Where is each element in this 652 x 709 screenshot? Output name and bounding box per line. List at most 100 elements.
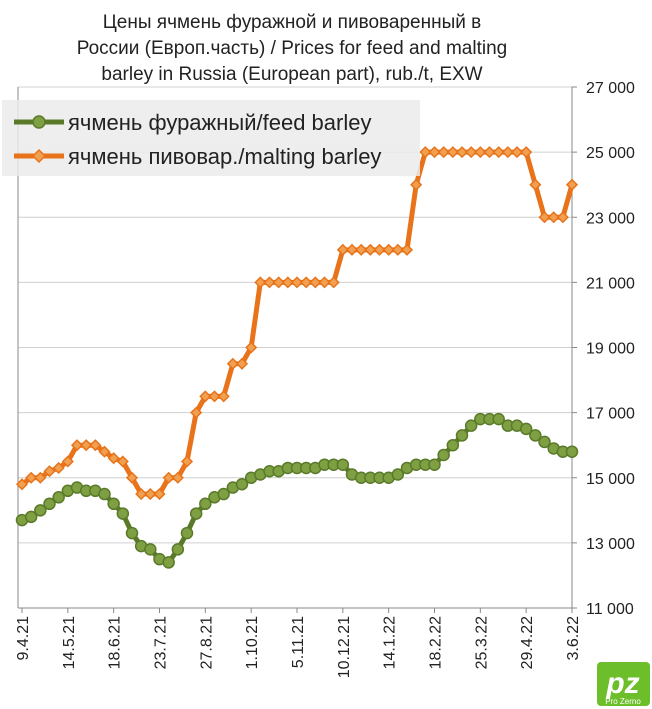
point bbox=[373, 243, 386, 256]
point bbox=[327, 276, 340, 289]
series-line bbox=[20, 149, 575, 497]
y-tick-label: 27 000 bbox=[586, 80, 635, 97]
point bbox=[199, 497, 212, 511]
point bbox=[208, 390, 221, 403]
point bbox=[107, 497, 120, 511]
point bbox=[364, 243, 377, 256]
y-tick-label: 23 000 bbox=[586, 210, 635, 227]
point bbox=[529, 429, 542, 442]
point bbox=[162, 556, 175, 569]
point bbox=[70, 439, 84, 452]
point bbox=[98, 487, 111, 501]
point bbox=[501, 146, 514, 159]
point bbox=[144, 543, 157, 556]
point bbox=[116, 507, 130, 520]
x-tick-label: 3.6.22 bbox=[565, 616, 582, 661]
point bbox=[510, 146, 524, 159]
point bbox=[190, 406, 203, 419]
point bbox=[125, 526, 139, 540]
point bbox=[290, 276, 304, 289]
point bbox=[520, 146, 533, 159]
point bbox=[400, 243, 414, 256]
x-tick-label: 18.2.22 bbox=[428, 616, 445, 669]
point bbox=[281, 276, 294, 289]
point bbox=[455, 146, 469, 159]
point bbox=[565, 178, 579, 191]
y-tick-label: 19 000 bbox=[586, 341, 635, 358]
point bbox=[254, 276, 267, 289]
point bbox=[345, 243, 359, 256]
y-tick-label: 25 000 bbox=[586, 145, 635, 162]
point bbox=[217, 487, 230, 501]
point bbox=[162, 471, 175, 484]
x-tick-label: 10.12.21 bbox=[336, 616, 353, 678]
point bbox=[171, 543, 185, 556]
point bbox=[309, 276, 322, 289]
x-tick-label: 18.6.21 bbox=[107, 616, 124, 669]
point bbox=[263, 276, 276, 289]
point bbox=[428, 458, 441, 471]
point bbox=[483, 146, 496, 159]
point bbox=[391, 468, 405, 481]
point bbox=[153, 487, 166, 501]
x-tick-label: 27.8.21 bbox=[198, 616, 215, 669]
point bbox=[80, 439, 93, 452]
point bbox=[235, 357, 249, 370]
x-tick-label: 1.10.21 bbox=[244, 616, 261, 669]
chart-title: Цены ячмень фуражной и пивоваренный в bbox=[103, 12, 482, 33]
logo-bg bbox=[597, 662, 650, 706]
point bbox=[61, 455, 74, 468]
point bbox=[382, 243, 395, 256]
point bbox=[547, 211, 560, 224]
point bbox=[180, 526, 194, 540]
point bbox=[171, 471, 184, 484]
point bbox=[538, 435, 551, 449]
point bbox=[529, 178, 542, 191]
point bbox=[455, 429, 469, 442]
point bbox=[245, 341, 258, 354]
point bbox=[410, 178, 423, 191]
point bbox=[272, 276, 285, 289]
point bbox=[492, 146, 505, 159]
point bbox=[107, 452, 120, 465]
point bbox=[34, 471, 47, 484]
point bbox=[336, 458, 350, 471]
point bbox=[419, 146, 432, 159]
point bbox=[235, 478, 249, 491]
point bbox=[474, 146, 487, 159]
point bbox=[446, 146, 459, 159]
point bbox=[43, 465, 56, 478]
point bbox=[318, 276, 331, 289]
x-tick-label: 14.5.21 bbox=[61, 616, 78, 669]
y-tick-label: 17 000 bbox=[586, 406, 635, 423]
y-tick-label: 13 000 bbox=[586, 536, 635, 553]
point bbox=[465, 146, 478, 159]
x-tick-label: 14.1.22 bbox=[382, 616, 399, 669]
x-tick-label: 5.11.21 bbox=[290, 616, 307, 668]
point bbox=[52, 461, 65, 475]
point bbox=[464, 419, 478, 432]
point bbox=[446, 438, 460, 452]
y-tick-label: 15 000 bbox=[586, 471, 635, 488]
legend-box bbox=[2, 100, 420, 176]
point bbox=[89, 439, 102, 452]
point bbox=[336, 243, 349, 256]
point bbox=[519, 422, 533, 436]
legend-marker bbox=[32, 115, 46, 129]
point bbox=[34, 504, 47, 517]
legend-label: ячмень фуражный/feed barley bbox=[68, 110, 371, 135]
point bbox=[25, 471, 38, 484]
point bbox=[217, 390, 230, 403]
chart-title: России (Европ.часть) / Prices for feed a… bbox=[77, 38, 507, 59]
point bbox=[391, 243, 404, 256]
point bbox=[189, 507, 203, 520]
y-tick-label: 11 000 bbox=[586, 601, 634, 618]
legend-marker bbox=[31, 148, 47, 164]
point bbox=[556, 211, 569, 224]
x-tick-label: 29.4.22 bbox=[519, 616, 536, 669]
point bbox=[24, 510, 38, 524]
point bbox=[492, 412, 505, 426]
point bbox=[125, 471, 139, 484]
point bbox=[52, 491, 65, 504]
